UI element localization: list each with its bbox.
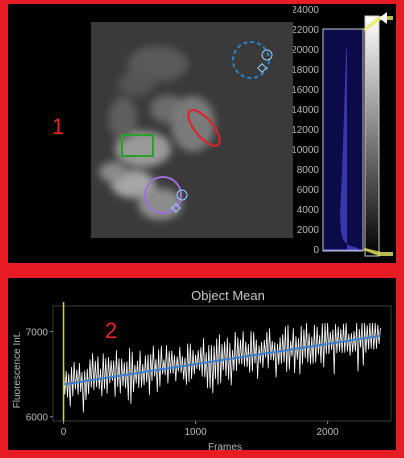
plot-area[interactable] (52, 305, 392, 422)
y-tick-label: 6000 (26, 413, 49, 424)
colorbar-tick-label: 4000 (297, 205, 320, 216)
top-level-arrow[interactable] (379, 12, 387, 24)
colorbar-tick-label: 0 (313, 245, 319, 256)
histogram-plot (323, 44, 359, 250)
colorbar-tick-label: 14000 (293, 105, 319, 116)
roi-purple-circle[interactable] (144, 176, 182, 214)
chart-title: Object Mean (191, 288, 265, 303)
min-level-handle[interactable] (363, 248, 393, 256)
intensity-scale[interactable]: 2400022000200001800016000140001200010000… (293, 4, 396, 263)
roi-purple-resize-handle[interactable] (171, 203, 181, 213)
object-mean-chart[interactable]: Object Mean Fluorescence Int. Frames 0 10… (8, 278, 396, 450)
colorbar-tick-label: 24000 (293, 5, 319, 16)
x-tick-label: 0 (61, 427, 67, 438)
colorbar-tick-label: 22000 (293, 25, 319, 36)
roi-blue-handle[interactable] (261, 49, 273, 61)
colorbar-tick-label: 20000 (293, 45, 319, 56)
object-mean-plot-panel[interactable]: Object Mean Fluorescence Int. Frames 0 10… (8, 278, 396, 450)
colorbar-tick-label: 10000 (293, 145, 319, 156)
image-view-panel[interactable]: 1 24000 22000 20000 18000 16000 14000 12000 100… (8, 4, 396, 263)
roi-purple-handle[interactable] (176, 189, 188, 201)
colorbar-tick-label: 2000 (297, 225, 320, 236)
colorbar-tick-label: 8000 (297, 165, 320, 176)
fit-series-line (63, 334, 381, 386)
panel-number-1: 1 (52, 114, 65, 139)
panel-number-2: 2 (105, 318, 118, 343)
x-axis-label: Frames (208, 442, 242, 450)
colorbar-tick-label: 6000 (297, 185, 320, 196)
colorbar-tick-label: 12000 (293, 125, 319, 136)
roi-blue-resize-handle[interactable] (257, 63, 267, 73)
grayscale-colorbar (364, 15, 380, 257)
y-axis-label: Fluorescence Int. (12, 332, 23, 409)
colorbar-tick-label: 18000 (293, 65, 319, 76)
roi-red-ellipse[interactable] (183, 105, 225, 150)
raw-series-line (63, 322, 381, 413)
colorbar-tick-label: 16000 (293, 85, 319, 96)
microscopy-image-canvas[interactable] (8, 4, 294, 263)
roi-green-rectangle[interactable] (121, 134, 154, 157)
x-tick-label: 2000 (317, 427, 340, 438)
cell-blobs (99, 46, 215, 220)
y-tick-label: 7000 (26, 328, 49, 339)
x-tick-label: 1000 (184, 427, 207, 438)
